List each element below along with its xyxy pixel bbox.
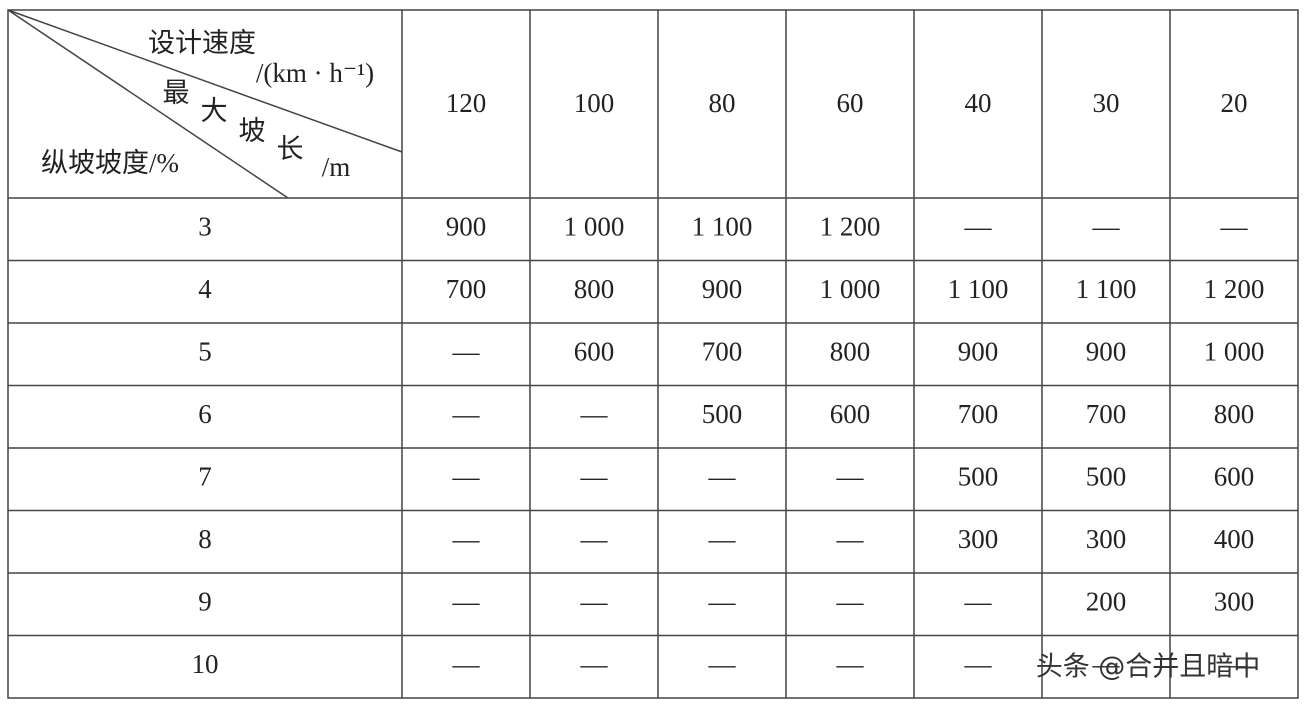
column-header: 80 bbox=[709, 88, 736, 118]
cell: 500 bbox=[702, 399, 743, 429]
diagonal-line bbox=[7, 9, 403, 153]
cell: — bbox=[836, 586, 865, 616]
cell: — bbox=[708, 586, 737, 616]
cell: — bbox=[580, 649, 609, 679]
cell: 600 bbox=[830, 399, 871, 429]
cell: 800 bbox=[574, 274, 615, 304]
column-header: 20 bbox=[1221, 88, 1248, 118]
row-header: 6 bbox=[198, 399, 212, 429]
cell: — bbox=[1220, 649, 1249, 679]
column-header: 100 bbox=[574, 88, 615, 118]
cell: 900 bbox=[702, 274, 743, 304]
cell: 500 bbox=[1086, 461, 1127, 491]
cell: 1 000 bbox=[1204, 336, 1265, 366]
cell: 1 100 bbox=[948, 274, 1009, 304]
cell: — bbox=[452, 461, 481, 491]
cell: — bbox=[1092, 649, 1121, 679]
cell: 600 bbox=[574, 336, 615, 366]
cell: — bbox=[452, 524, 481, 554]
cell: — bbox=[452, 649, 481, 679]
cell: 700 bbox=[446, 274, 487, 304]
cell: 1 200 bbox=[820, 211, 881, 241]
cell: 600 bbox=[1214, 461, 1255, 491]
cell: 800 bbox=[1214, 399, 1255, 429]
cell: 1 000 bbox=[820, 274, 881, 304]
row-header: 8 bbox=[198, 524, 212, 554]
cell: — bbox=[836, 461, 865, 491]
cell: 1 000 bbox=[564, 211, 625, 241]
length-char: 长 bbox=[277, 134, 304, 164]
cell: — bbox=[964, 586, 993, 616]
diagonal-line bbox=[7, 9, 289, 199]
cell: 900 bbox=[1086, 336, 1127, 366]
cell: 900 bbox=[446, 211, 487, 241]
cell: 700 bbox=[702, 336, 743, 366]
cell: — bbox=[452, 399, 481, 429]
grid bbox=[8, 10, 1298, 698]
cell: 300 bbox=[1214, 586, 1255, 616]
column-header: 60 bbox=[837, 88, 864, 118]
cell: 700 bbox=[958, 399, 999, 429]
cell: — bbox=[452, 336, 481, 366]
cell: 1 100 bbox=[1076, 274, 1137, 304]
cell: 900 bbox=[958, 336, 999, 366]
cell: 1 200 bbox=[1204, 274, 1265, 304]
length-char: 坡 bbox=[239, 116, 266, 146]
column-header: 30 bbox=[1093, 88, 1120, 118]
table-border bbox=[7, 9, 1299, 699]
watermark: 头条 @合并且暗中 bbox=[1036, 652, 1261, 683]
cell: — bbox=[964, 211, 993, 241]
row-header: 5 bbox=[198, 336, 212, 366]
cell: — bbox=[708, 524, 737, 554]
cell: 800 bbox=[830, 336, 871, 366]
cell: — bbox=[964, 649, 993, 679]
cell: 1 100 bbox=[692, 211, 753, 241]
cell: — bbox=[452, 586, 481, 616]
speed-label: 设计速度 bbox=[148, 28, 256, 58]
cell: — bbox=[836, 524, 865, 554]
row-header: 10 bbox=[192, 649, 219, 679]
length-unit: /m bbox=[322, 152, 351, 182]
cell: — bbox=[580, 524, 609, 554]
cell: 300 bbox=[958, 524, 999, 554]
cell: — bbox=[1092, 211, 1121, 241]
cell: 700 bbox=[1086, 399, 1127, 429]
cell: — bbox=[580, 461, 609, 491]
length-char: 最 bbox=[163, 78, 190, 108]
cell: — bbox=[708, 461, 737, 491]
row-header: 3 bbox=[198, 211, 212, 241]
cell: 400 bbox=[1214, 524, 1255, 554]
cell: — bbox=[836, 649, 865, 679]
cell: 500 bbox=[958, 461, 999, 491]
cell: — bbox=[580, 586, 609, 616]
grade-label: 纵坡坡度/% bbox=[41, 148, 179, 178]
cell: 200 bbox=[1086, 586, 1127, 616]
cell: — bbox=[580, 399, 609, 429]
row-header: 4 bbox=[198, 274, 212, 304]
cell: — bbox=[1220, 211, 1249, 241]
length-char: 大 bbox=[201, 96, 228, 126]
column-header: 120 bbox=[446, 88, 487, 118]
cell: — bbox=[708, 649, 737, 679]
row-header: 7 bbox=[198, 461, 212, 491]
column-header: 40 bbox=[965, 88, 992, 118]
speed-unit: /(km · h⁻¹) bbox=[256, 58, 374, 88]
cell: 300 bbox=[1086, 524, 1127, 554]
row-header: 9 bbox=[198, 586, 212, 616]
